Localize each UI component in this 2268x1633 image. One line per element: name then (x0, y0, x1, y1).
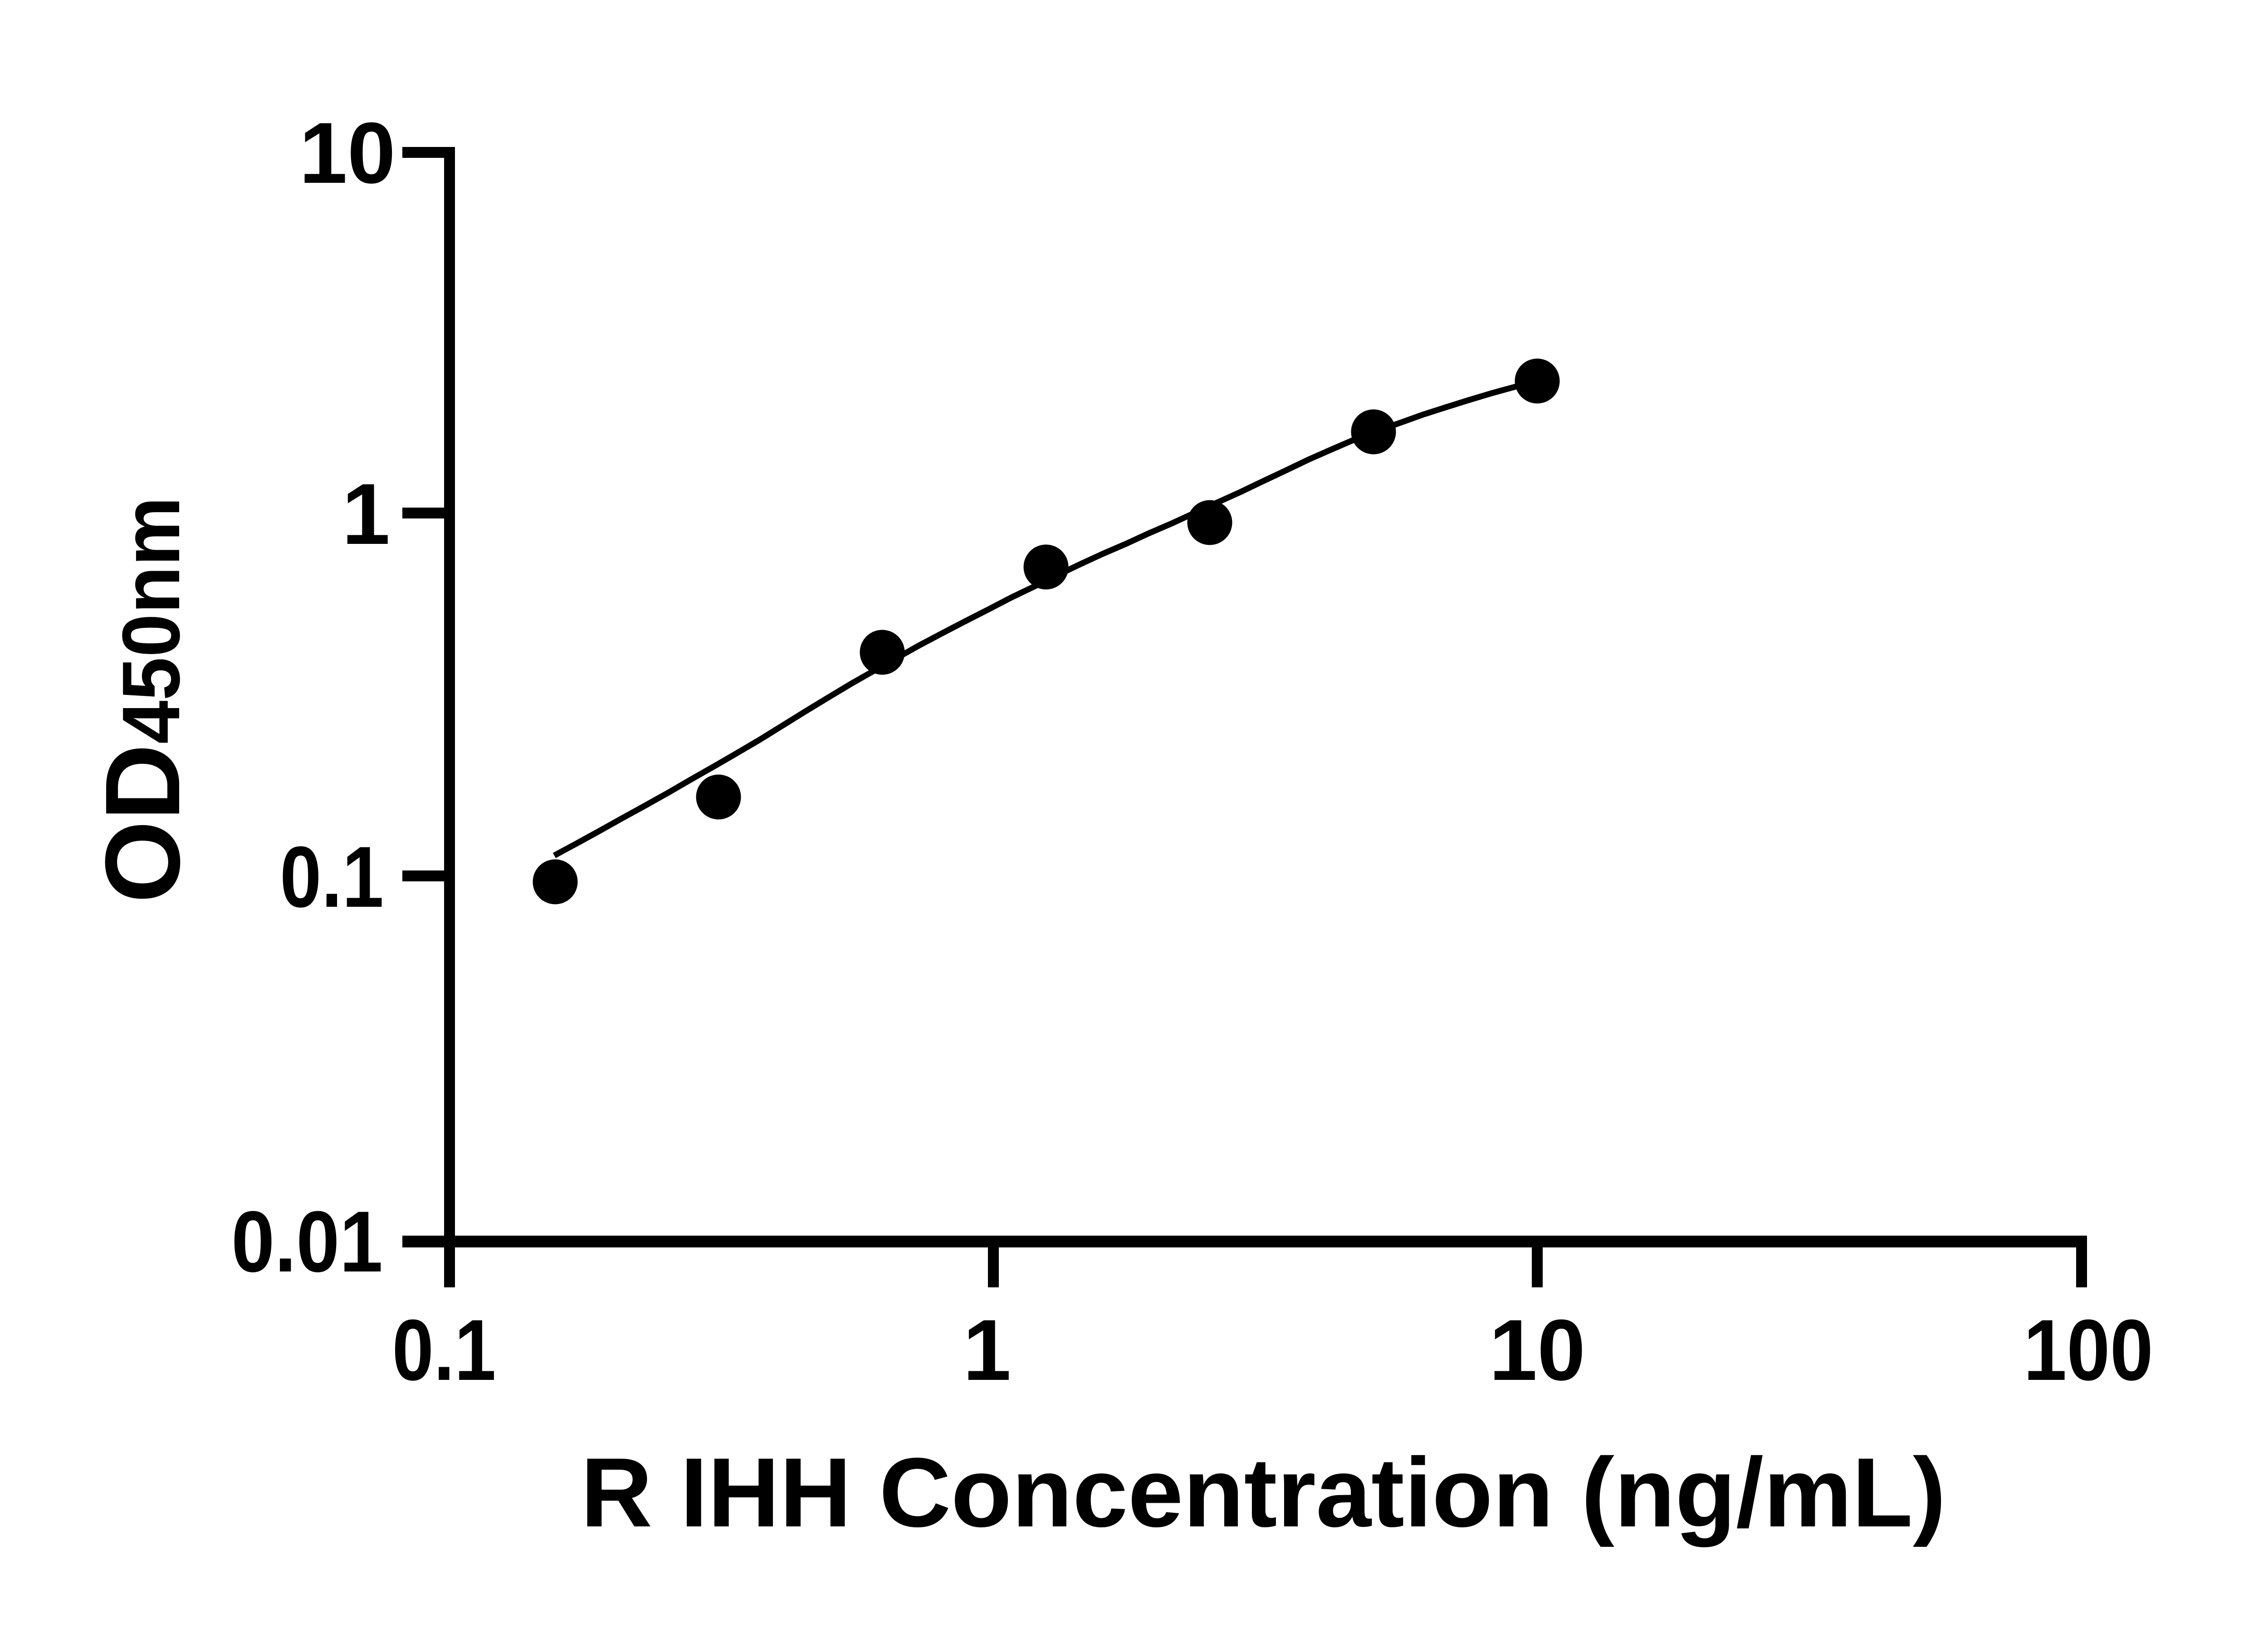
svg-text:0.1: 0.1 (392, 1302, 496, 1398)
svg-text:1: 1 (963, 1302, 1011, 1398)
svg-text:OD450nm: OD450nm (83, 497, 202, 903)
svg-text:R IHH Concentration (ng/mL): R IHH Concentration (ng/mL) (581, 1437, 1946, 1547)
svg-text:100: 100 (2024, 1302, 2153, 1398)
svg-text:0.01: 0.01 (231, 1193, 383, 1290)
svg-text:10: 10 (1489, 1302, 1585, 1398)
svg-text:0.1: 0.1 (280, 829, 384, 925)
svg-text:1: 1 (342, 466, 390, 562)
svg-text:10: 10 (299, 105, 396, 201)
